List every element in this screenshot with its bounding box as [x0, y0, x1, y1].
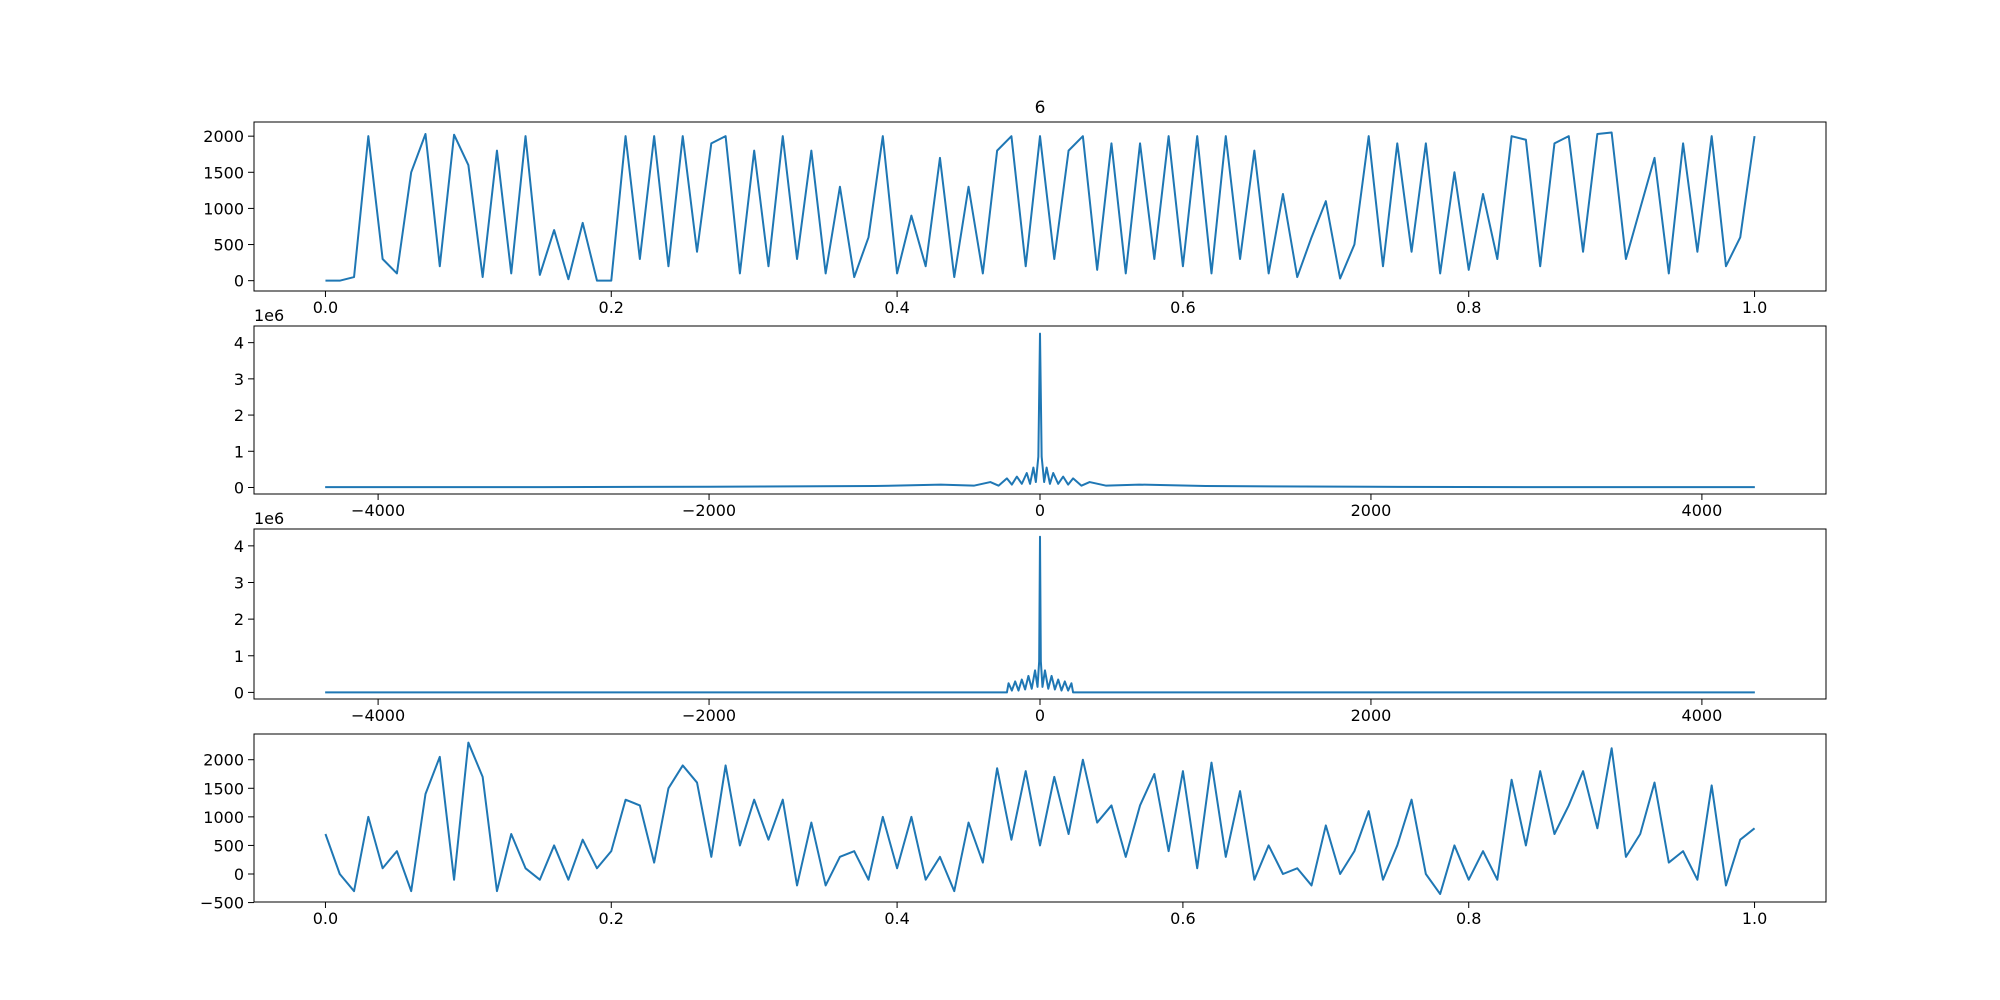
x-tick-label: 0.2	[599, 298, 624, 317]
y-offset-label: 1e6	[254, 306, 284, 325]
y-tick-label: 1000	[203, 808, 244, 827]
x-tick-label: 0.8	[1456, 909, 1481, 928]
signal-line	[325, 535, 1755, 694]
x-tick-label: 0	[1035, 501, 1045, 520]
x-tick-label: 0.8	[1456, 298, 1481, 317]
y-tick-label: 3	[234, 370, 244, 389]
axes-frame	[253, 121, 1827, 292]
chart-title: 6	[1035, 98, 1046, 118]
x-tick-label: −2000	[682, 501, 736, 520]
y-tick-label: 0	[234, 683, 244, 702]
x-tick-label: 2000	[1351, 501, 1392, 520]
signal-line	[325, 131, 1756, 282]
x-tick-label: −2000	[682, 706, 736, 725]
x-tick-label: 4000	[1682, 706, 1723, 725]
y-tick-label: 4	[234, 537, 244, 556]
y-tick-label: −500	[200, 894, 244, 913]
x-tick-label: 2000	[1351, 706, 1392, 725]
y-tick-label: 1500	[203, 779, 244, 798]
axes-frame	[253, 733, 1827, 903]
y-tick-label: 1	[234, 647, 244, 666]
x-tick-label: 1.0	[1742, 909, 1767, 928]
y-offset-label: 1e6	[254, 509, 284, 528]
y-tick-label: 2000	[203, 127, 244, 146]
y-tick-label: 3	[234, 573, 244, 592]
x-tick-label: 0.4	[884, 298, 909, 317]
x-tick-label: 0.6	[1170, 909, 1195, 928]
x-tick-label: 0.0	[313, 298, 338, 317]
y-tick-label: 2	[234, 406, 244, 425]
signal-line	[324, 741, 1756, 895]
y-tick-label: 1500	[203, 163, 244, 182]
x-tick-label: 4000	[1682, 501, 1723, 520]
x-tick-label: 1.0	[1742, 298, 1767, 317]
y-tick-label: 2	[234, 610, 244, 629]
y-tick-label: 1	[234, 442, 244, 461]
y-tick-label: 500	[213, 836, 244, 855]
x-tick-label: 0	[1035, 706, 1045, 725]
x-tick-label: 0.4	[884, 909, 909, 928]
x-tick-label: −4000	[351, 501, 405, 520]
signal-line	[325, 332, 1755, 489]
y-tick-label: 500	[213, 236, 244, 255]
x-tick-label: 0.2	[599, 909, 624, 928]
y-tick-label: 0	[234, 478, 244, 497]
x-tick-label: 0.0	[313, 909, 338, 928]
x-tick-label: 0.6	[1170, 298, 1195, 317]
y-tick-label: 0	[234, 865, 244, 884]
y-tick-label: 2000	[203, 751, 244, 770]
y-tick-label: 0	[234, 272, 244, 291]
y-tick-label: 1000	[203, 199, 244, 218]
y-tick-label: 4	[234, 334, 244, 353]
x-tick-label: −4000	[351, 706, 405, 725]
